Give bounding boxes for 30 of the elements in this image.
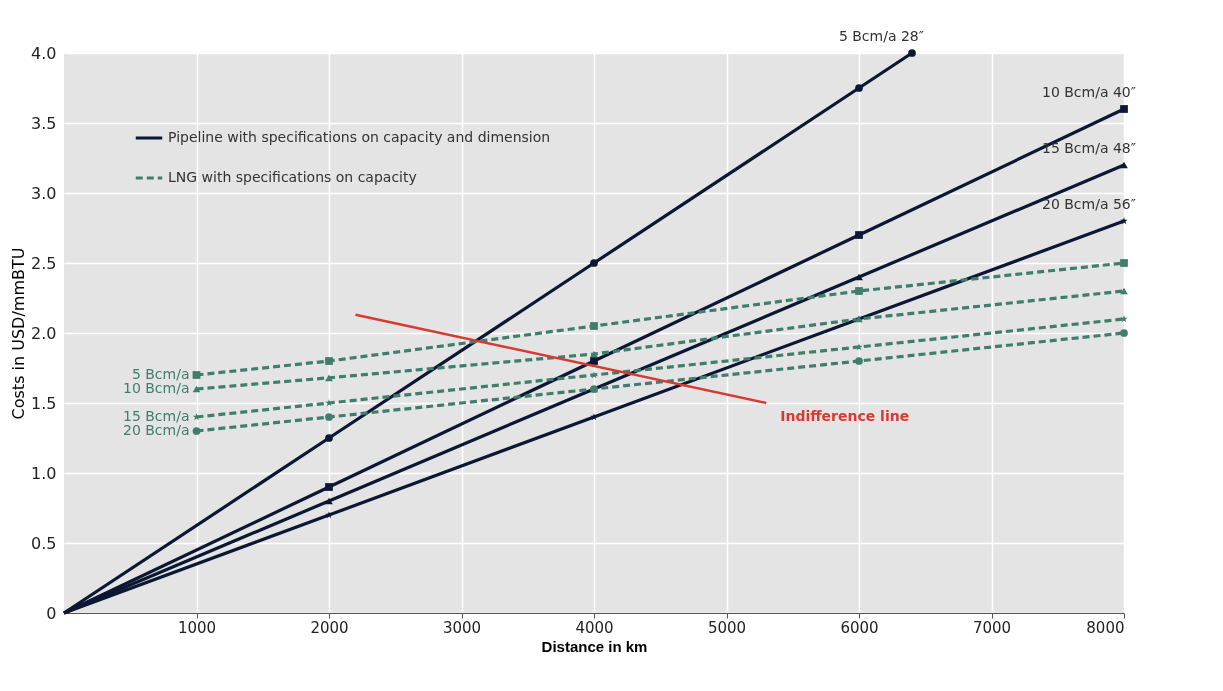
y-tick-label: 2.5: [31, 253, 57, 273]
series-label: 15 Bcm/a 48″: [1042, 140, 1136, 156]
y-axis-title: Costs in USD/mmBTU: [9, 247, 29, 420]
series-label: 5 Bcm/a 28″: [838, 28, 924, 44]
y-tick-label: 0.5: [31, 533, 57, 553]
x-tick-label: 2000: [310, 618, 349, 637]
y-tick-label: 3.0: [31, 183, 57, 203]
x-tick-label: 1000: [177, 618, 217, 637]
x-tick-label: 5000: [707, 618, 747, 637]
series-label: 20 Bcm/a: [123, 422, 190, 438]
x-tick-label: 4000: [575, 618, 614, 637]
y-tick-label: 1.0: [31, 463, 57, 483]
y-tick-label: 1.5: [31, 393, 57, 413]
series-label: 20 Bcm/a 56″: [1042, 196, 1136, 212]
series-label: 10 Bcm/a 40″: [1042, 84, 1136, 100]
annotation: LNG with specifications on capacity: [168, 169, 417, 185]
y-tick-label: 0: [46, 603, 57, 623]
x-tick-label: 8000: [1086, 618, 1125, 637]
series-label: 5 Bcm/a: [131, 366, 190, 382]
x-axis-title: Distance in km: [541, 637, 648, 655]
x-tick-label: 6000: [840, 618, 879, 637]
y-tick-label: 3.5: [31, 113, 57, 133]
x-tick-label: 3000: [442, 618, 482, 637]
y-tick-label: 4.0: [31, 43, 57, 63]
series-label: 10 Bcm/a: [123, 380, 190, 396]
annotation: Pipeline with specifications on capacity and dimension: [168, 129, 551, 145]
series-label: 15 Bcm/a: [123, 408, 190, 424]
series-label: Indifference line: [780, 408, 910, 424]
x-tick-label: 7000: [972, 618, 1012, 637]
y-tick-label: 2.0: [31, 323, 57, 343]
